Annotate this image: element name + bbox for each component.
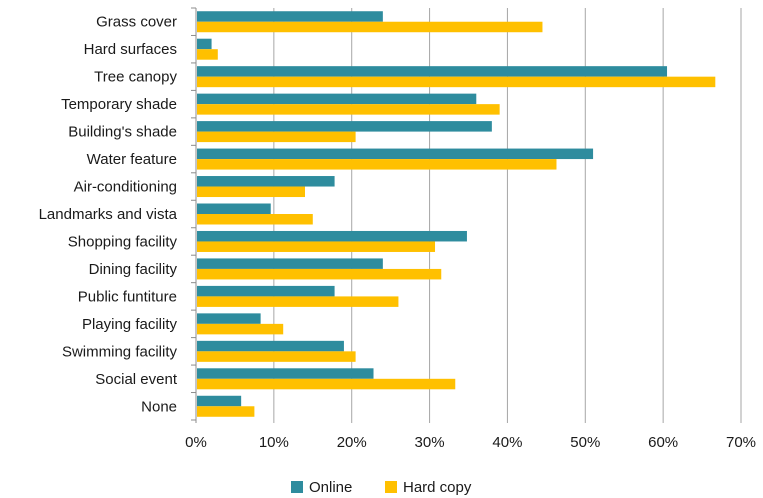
x-tick-label-1: 10% [259,434,289,451]
bar-online-10 [197,285,335,297]
bar-hard-copy-8 [197,241,436,252]
bar-online-5 [197,148,594,160]
category-label-4: Building's shade [68,124,177,141]
category-label-13: Social event [95,371,178,388]
category-label-6: Air-conditioning [74,179,177,196]
bar-online-9 [197,258,383,269]
bar-online-3 [197,93,477,105]
category-label-5: Water feature [87,151,177,168]
bar-online-0 [197,11,383,22]
x-tick-label-0: 0% [185,434,207,451]
category-label-7: Landmarks and vista [39,206,178,223]
category-label-8: Shopping facility [68,233,178,250]
category-label-11: Playing facility [82,316,178,333]
bar-hard-copy-0 [197,21,543,33]
bar-hard-copy-7 [197,214,313,225]
bar-hard-copy-2 [197,76,716,88]
category-label-2: Tree canopy [94,69,177,86]
bar-online-14 [197,395,242,407]
bar-online-1 [197,38,212,50]
x-tick-label-6: 60% [648,434,678,451]
category-label-14: None [141,398,177,415]
bar-hard-copy-4 [197,131,356,143]
category-label-9: Dining facility [89,261,178,278]
bar-hard-copy-14 [197,406,255,417]
bar-hard-copy-1 [197,49,218,60]
category-label-0: Grass cover [96,14,177,31]
legend-label-online: Online [309,479,352,496]
bar-hard-copy-9 [197,268,442,280]
bar-online-12 [197,340,344,352]
x-axis-ticks: 0% 10% 20% 30% 40% 50% 60% 70% [185,434,756,451]
bar-online-4 [197,121,492,132]
bar-hard-copy-10 [197,296,399,307]
legend-swatch-hard-copy [385,481,397,493]
x-tick-label-4: 40% [492,434,522,451]
category-labels: Grass cover Hard surfaces Tree canopy Tempo… [39,14,178,416]
x-tick-label-5: 50% [570,434,600,451]
bar-online-8 [197,230,467,242]
x-tick-label-7: 70% [726,434,756,451]
legend: Online Hard copy [291,479,472,496]
bar-online-11 [197,313,261,324]
category-label-3: Temporary shade [61,96,177,113]
category-label-10: Public funtiture [78,288,177,305]
category-label-12: Swimming facility [62,343,178,360]
legend-label-hard-copy: Hard copy [403,479,472,496]
bar-hard-copy-13 [197,378,456,390]
bar-hard-copy-5 [197,159,557,170]
bar-hard-copy-12 [197,351,356,362]
bar-hard-copy-6 [197,186,305,198]
bars [197,11,716,417]
bar-online-2 [197,66,668,77]
bar-hard-copy-3 [197,104,500,115]
bar-hard-copy-11 [197,323,284,335]
x-tick-label-3: 30% [415,434,445,451]
bar-online-13 [197,368,374,379]
bar-online-6 [197,176,335,187]
bar-online-7 [197,203,271,214]
category-label-1: Hard surfaces [84,41,177,58]
legend-swatch-online [291,481,303,493]
x-tick-label-2: 20% [337,434,367,451]
